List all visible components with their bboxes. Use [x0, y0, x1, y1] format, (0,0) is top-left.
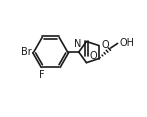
Text: O: O: [89, 51, 97, 60]
Text: Br: Br: [21, 47, 32, 57]
Text: F: F: [39, 70, 45, 80]
Text: O: O: [102, 40, 110, 50]
Text: OH: OH: [119, 38, 134, 48]
Text: N: N: [75, 39, 82, 49]
